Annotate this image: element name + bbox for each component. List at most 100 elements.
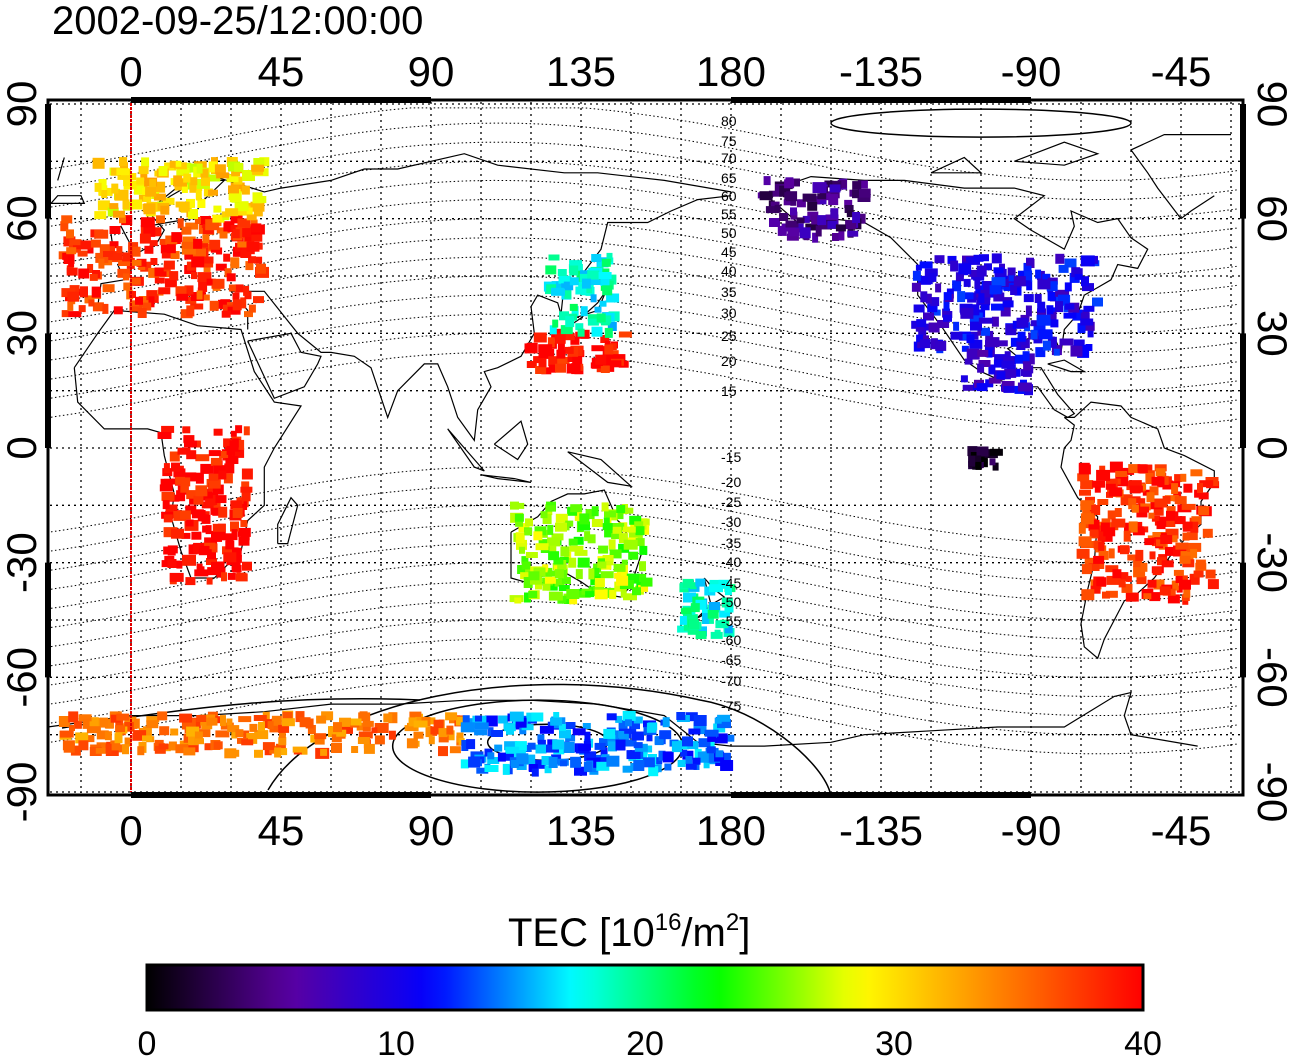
- tec-cell: [171, 462, 180, 472]
- tec-cell: [169, 160, 176, 168]
- tec-cell: [159, 484, 173, 492]
- tec-cell: [350, 718, 362, 726]
- tec-cell: [1042, 273, 1051, 283]
- tec-cell: [161, 252, 173, 259]
- tec-cell: [724, 625, 733, 634]
- tec-cell: [526, 712, 535, 722]
- tec-cell: [718, 579, 730, 589]
- coastline: [480, 474, 532, 483]
- lat-tick-label: 0: [1249, 436, 1292, 459]
- contour-label: 30: [721, 305, 737, 321]
- tec-cell: [571, 306, 579, 317]
- tec-cell: [305, 718, 314, 729]
- tec-cell: [206, 577, 213, 585]
- tec-cell: [231, 168, 241, 177]
- tec-cell: [1129, 485, 1143, 493]
- tec-cell: [139, 233, 151, 244]
- tec-cell: [498, 715, 509, 724]
- tec-cell: [388, 730, 396, 740]
- tec-cell: [241, 468, 253, 480]
- tec-cell: [194, 738, 204, 745]
- tec-cell: [515, 717, 527, 728]
- tec-cell: [548, 757, 558, 768]
- tec-cell: [918, 330, 927, 339]
- tec-cell: [122, 744, 129, 755]
- tec-cell: [186, 726, 200, 737]
- tec-cell: [1105, 478, 1118, 488]
- tec-cell: [66, 229, 74, 239]
- tec-cell: [207, 567, 219, 576]
- tec-cell: [181, 532, 191, 539]
- tec-cell: [763, 176, 771, 186]
- tec-cell: [1152, 567, 1162, 576]
- tec-cell: [175, 476, 186, 485]
- tec-cell: [132, 246, 141, 257]
- tec-cell: [388, 712, 398, 724]
- tec-cell: [558, 724, 566, 731]
- tec-cell: [191, 256, 205, 268]
- tec-cell: [230, 430, 237, 437]
- tec-cell: [234, 284, 244, 293]
- tec-cell: [295, 711, 305, 723]
- tec-cell: [1159, 586, 1171, 596]
- tec-cell: [165, 504, 178, 515]
- tec-cell: [231, 729, 238, 739]
- tec-cell: [1093, 555, 1105, 564]
- tec-cell: [1138, 498, 1146, 505]
- tec-cell: [1025, 305, 1032, 317]
- tec-cell: [175, 744, 189, 754]
- tec-cell: [553, 557, 564, 565]
- tec-cell: [985, 337, 1000, 348]
- tec-cell: [1132, 528, 1145, 536]
- tec-cell: [235, 573, 248, 582]
- tec-cell: [685, 763, 697, 770]
- tec-cell: [413, 731, 424, 739]
- lon-tick-label: 180: [696, 807, 766, 854]
- tec-cell: [1105, 483, 1116, 490]
- tec-cell: [212, 523, 226, 532]
- contour-line: [50, 619, 1240, 697]
- tec-cell: [802, 193, 817, 202]
- tec-cell: [1153, 579, 1165, 590]
- tec-cell: [438, 735, 449, 743]
- tec-cell: [205, 525, 212, 535]
- tec-cell: [66, 267, 78, 276]
- tec-cell: [977, 349, 989, 357]
- tec-cell: [586, 757, 601, 768]
- tec-cell: [662, 751, 674, 763]
- tec-cell: [1189, 573, 1200, 585]
- tec-cell: [1034, 294, 1042, 303]
- tec-cell: [966, 334, 975, 344]
- tec-cell: [557, 341, 565, 350]
- tec-cell: [779, 185, 791, 197]
- tec-cell: [790, 211, 798, 220]
- tec-cell: [232, 508, 243, 518]
- tec-cell: [533, 531, 543, 541]
- tec-cell: [1022, 369, 1032, 377]
- tec-cell: [610, 360, 622, 368]
- tec-cell: [1194, 489, 1202, 498]
- tec-cell: [1079, 345, 1090, 351]
- lon-tick-label: 135: [546, 807, 616, 854]
- tec-cell: [211, 530, 222, 542]
- tec-cell: [981, 327, 990, 336]
- tec-cell: [227, 306, 241, 315]
- tec-cell: [122, 252, 134, 262]
- tec-cell: [235, 729, 244, 738]
- tec-cell: [1171, 580, 1179, 591]
- tec-cell: [162, 197, 175, 205]
- tec-cell: [715, 750, 724, 758]
- tec-cell: [565, 316, 575, 328]
- tec-cell: [1152, 532, 1166, 539]
- tec-cell: [1033, 323, 1046, 333]
- tec-cell: [455, 716, 464, 726]
- tec-cell: [628, 531, 643, 540]
- tec-cell: [528, 764, 538, 772]
- tec-cell: [1094, 486, 1101, 493]
- tec-cell: [1120, 545, 1129, 555]
- tec-cell: [626, 750, 641, 760]
- tec-cell: [811, 215, 823, 225]
- tec-cell: [1197, 483, 1203, 493]
- tec-cell: [533, 567, 546, 577]
- tec-cell: [123, 273, 129, 281]
